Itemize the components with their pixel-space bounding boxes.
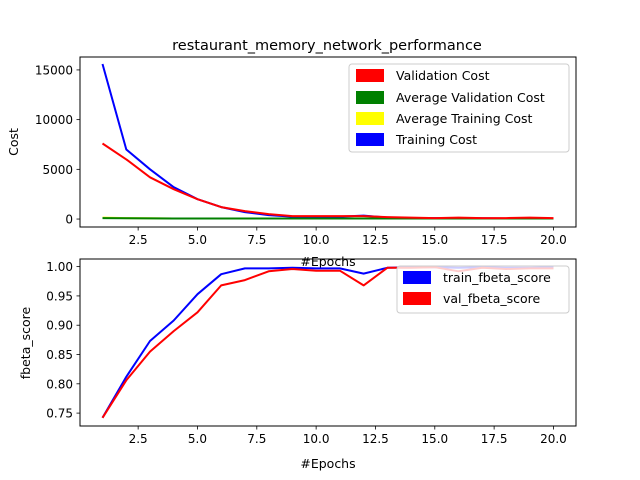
- legend-label-train-fbeta-score: train_fbeta_score: [443, 270, 551, 285]
- x-tick-label: 17.5: [481, 233, 508, 247]
- y-tick-label: 0.75: [46, 407, 73, 421]
- x-tick-label: 15.0: [421, 233, 448, 247]
- x-tick-label: 20.0: [540, 233, 567, 247]
- legend-label-val-fbeta-score: val_fbeta_score: [443, 291, 541, 306]
- x-tick-label: 2.5: [129, 432, 148, 446]
- cost-chart: restaurant_memory_network_performance 2.…: [6, 38, 577, 269]
- x-tick-label: 12.5: [362, 233, 389, 247]
- y-tick-label: 5000: [42, 163, 73, 177]
- fbeta-y-axis-label: fbeta_score: [18, 306, 33, 379]
- x-tick-label: 10.0: [303, 233, 330, 247]
- legend-label-training-cost: Training Cost: [395, 132, 477, 147]
- y-tick-label: 0.95: [46, 289, 73, 303]
- fbeta-legend-box: [396, 265, 570, 314]
- x-tick-label: 15.0: [421, 432, 448, 446]
- y-tick-label: 1.00: [46, 260, 73, 274]
- cost-y-ticks: 0 5000 10000 15000: [35, 63, 80, 227]
- legend-label-validation-cost: Validation Cost: [396, 68, 490, 83]
- cost-x-axis-label: #Epochs: [300, 254, 355, 269]
- y-tick-label: 0.80: [46, 377, 73, 391]
- legend-swatch-train-fbeta-score: [403, 271, 431, 284]
- x-tick-label: 7.5: [247, 432, 266, 446]
- y-tick-label: 0.90: [46, 319, 73, 333]
- legend-swatch-average-validation-cost: [356, 91, 384, 104]
- x-tick-label: 2.5: [129, 233, 148, 247]
- cost-y-axis-label: Cost: [6, 128, 21, 156]
- series-line-validation-cost: [101, 142, 554, 220]
- cost-legend-box: [348, 63, 570, 153]
- y-tick-label: 0.85: [46, 348, 73, 362]
- cost-x-ticks: 2.5 5.0 7.5 10.0 12.5 15.0 17.5 20.0: [129, 227, 567, 247]
- legend-swatch-val-fbeta-score: [403, 292, 431, 305]
- fbeta-x-axis-label: #Epochs: [300, 456, 355, 471]
- fbeta-y-ticks: 0.75 0.80 0.85 0.90 0.95 1.00: [46, 260, 80, 421]
- legend-swatch-training-cost: [356, 133, 384, 146]
- cost-series-lines: [101, 63, 554, 220]
- legend-swatch-average-training-cost: [356, 112, 384, 125]
- fbeta-plot-frame: [79, 258, 577, 427]
- y-tick-label: 15000: [35, 63, 73, 77]
- x-tick-label: 7.5: [247, 233, 266, 247]
- fbeta-legend: train_fbeta_score val_fbeta_score: [396, 265, 570, 314]
- cost-plot-frame: [79, 56, 577, 228]
- x-tick-label: 5.0: [188, 432, 207, 446]
- legend-label-average-validation-cost: Average Validation Cost: [396, 90, 545, 105]
- fbeta-chart: 2.5 5.0 7.5 10.0 12.5 15.0 17.5 20.0 0.750.800.…: [18, 258, 577, 471]
- cost-legend: Validation Cost Average Validation Cost …: [348, 63, 570, 153]
- x-tick-label: 5.0: [188, 233, 207, 247]
- x-tick-label: 10.0: [303, 432, 330, 446]
- legend-swatch-validation-cost: [356, 69, 384, 82]
- x-tick-label: 12.5: [362, 432, 389, 446]
- y-tick-label: 0: [65, 213, 73, 227]
- fbeta-x-ticks: 2.5 5.0 7.5 10.0 12.5 15.0 17.5 20.0: [129, 426, 567, 446]
- y-tick-label: 10000: [35, 113, 73, 127]
- x-tick-label: 17.5: [481, 432, 508, 446]
- x-tick-label: 20.0: [540, 432, 567, 446]
- chart-title: restaurant_memory_network_performance: [172, 38, 482, 54]
- legend-label-average-training-cost: Average Training Cost: [396, 111, 532, 126]
